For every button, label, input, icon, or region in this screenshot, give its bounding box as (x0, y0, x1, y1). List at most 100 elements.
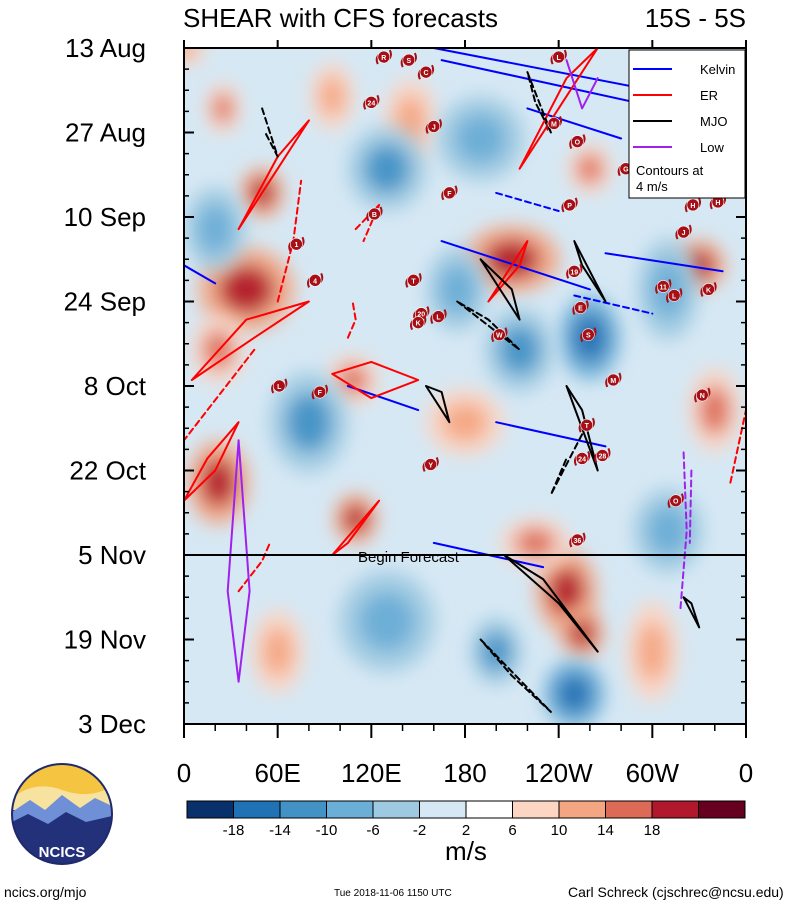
storm-label: R (381, 55, 386, 62)
y-axis: 13 Aug 27 Aug 10 Sep 24 Sep 8 Oct 22 Oct 5 Nov… (64, 33, 746, 739)
shear-anomaly-28 (184, 186, 246, 272)
storm-marker: 1 (288, 236, 305, 252)
colorbar-units: m/s (445, 836, 487, 866)
colorbar-swatch (419, 800, 467, 819)
storm-dot (377, 50, 391, 64)
storm-label: W (496, 333, 503, 340)
storm-dot (368, 207, 381, 221)
x-tick-label: 0 (177, 758, 191, 788)
storm-marker: Y (422, 457, 439, 472)
contour-er-11 (237, 119, 310, 231)
storm-label: T (411, 278, 416, 285)
storm-label: H (715, 200, 720, 207)
storm-dot (493, 328, 506, 341)
storm-marker: L (550, 49, 567, 65)
storm-label: G (623, 167, 629, 174)
contour-er-23 (729, 409, 746, 484)
storm-dot (402, 53, 416, 67)
storm-label: J (682, 230, 686, 237)
colorbar: -18 -14 -10 -6 -2 2 6 10 14 18 (186, 800, 746, 839)
storm-marker: B (366, 206, 383, 222)
contour-low-37 (679, 451, 688, 611)
contour-low-38 (688, 469, 693, 544)
storm-label: O (575, 140, 581, 147)
storm-label: K (706, 287, 711, 294)
contour-mjo-26 (425, 385, 451, 424)
contour-mjo-30 (526, 71, 552, 134)
storm-label: O (673, 499, 679, 506)
storm-marker: J (675, 224, 692, 240)
storm-dot (695, 388, 709, 402)
footer-site: ncics.org/mjo (4, 884, 87, 900)
storm-dot (582, 328, 595, 341)
contour-mjo-25 (573, 240, 607, 303)
contour-er-16 (331, 499, 381, 556)
storm-marker: F (311, 384, 328, 400)
contour-mjo-33 (479, 638, 552, 713)
y-tick-label: 22 Oct (69, 456, 146, 486)
contour-kelvin-5 (184, 264, 217, 285)
shear-anomaly-19 (568, 143, 612, 195)
legend-label-low: Low (700, 140, 724, 155)
storm-label: M (551, 121, 557, 128)
storm-dot (272, 379, 286, 393)
storm-label: E (578, 306, 583, 313)
contour-er-12 (190, 300, 310, 381)
storm-marker: 11 (655, 278, 672, 294)
storm-marker: J (425, 119, 442, 134)
storm-label: 20 (417, 312, 425, 319)
shear-anomaly-0 (184, 48, 206, 65)
colorbar-label: -18 (223, 822, 245, 839)
storm-marker: L (430, 309, 447, 325)
storm-dot (563, 198, 576, 212)
contour-note-line2: 4 m/s (636, 179, 668, 194)
storm-dot (607, 373, 620, 387)
colorbar-label: -10 (316, 822, 338, 839)
colorbar-swatch (186, 800, 234, 819)
colorbar-swatch (372, 800, 420, 819)
contour-note-line1: Contours at (636, 163, 704, 178)
storm-marker: N (694, 387, 711, 403)
storm-marker: 24 (363, 94, 380, 110)
contour-kelvin-3 (440, 240, 591, 291)
legend-label-er: ER (700, 88, 718, 103)
colorbar-label: 2 (462, 822, 470, 839)
storm-label: Y (428, 462, 433, 469)
storm-marker: P (561, 197, 578, 213)
storm-label: S (586, 333, 591, 340)
storm-markers: R S C L 24 J M O G B F P H H J 1 4 T 19 11 L K E 20 L K W S M L F N T 24 2… (271, 49, 727, 548)
storm-label: 1 (294, 242, 298, 249)
storm-dot (686, 198, 700, 212)
storm-label: T (585, 423, 590, 430)
storm-marker: L (666, 288, 683, 303)
storm-dot (432, 310, 445, 323)
contour-er-18 (184, 348, 256, 442)
storm-dot (547, 117, 561, 130)
legend-label-kelvin: Kelvin (700, 62, 735, 77)
storm-label: 4 (313, 278, 317, 285)
storm-label: 24 (367, 100, 375, 107)
storm-marker: 19 (566, 263, 583, 279)
colorbar-label: -14 (269, 822, 291, 839)
footer-author: Carl Schreck (cjschrec@ncsu.edu) (568, 884, 784, 900)
colorbar-swatch (326, 800, 374, 819)
storm-marker: S (400, 52, 417, 68)
storm-dot (552, 50, 565, 64)
contour-er-14 (487, 240, 529, 303)
storm-label: J (432, 124, 436, 131)
logo-text: NCICS (39, 844, 86, 861)
storm-dot (443, 186, 456, 200)
storm-label: L (557, 55, 562, 62)
storm-marker: K (700, 281, 717, 297)
colorbar-swatch (512, 800, 560, 819)
x-tick-label: 120W (525, 758, 593, 788)
contour-er-15 (184, 421, 240, 502)
storm-marker: 24 (573, 450, 591, 466)
shear-anomaly-23 (347, 126, 427, 211)
storm-marker: M (545, 115, 563, 131)
shear-anomaly-21 (484, 307, 555, 393)
storm-marker: E (572, 300, 589, 315)
storm-marker: T (405, 272, 422, 288)
storm-dot (419, 65, 433, 79)
storm-marker: 36 (569, 532, 586, 548)
